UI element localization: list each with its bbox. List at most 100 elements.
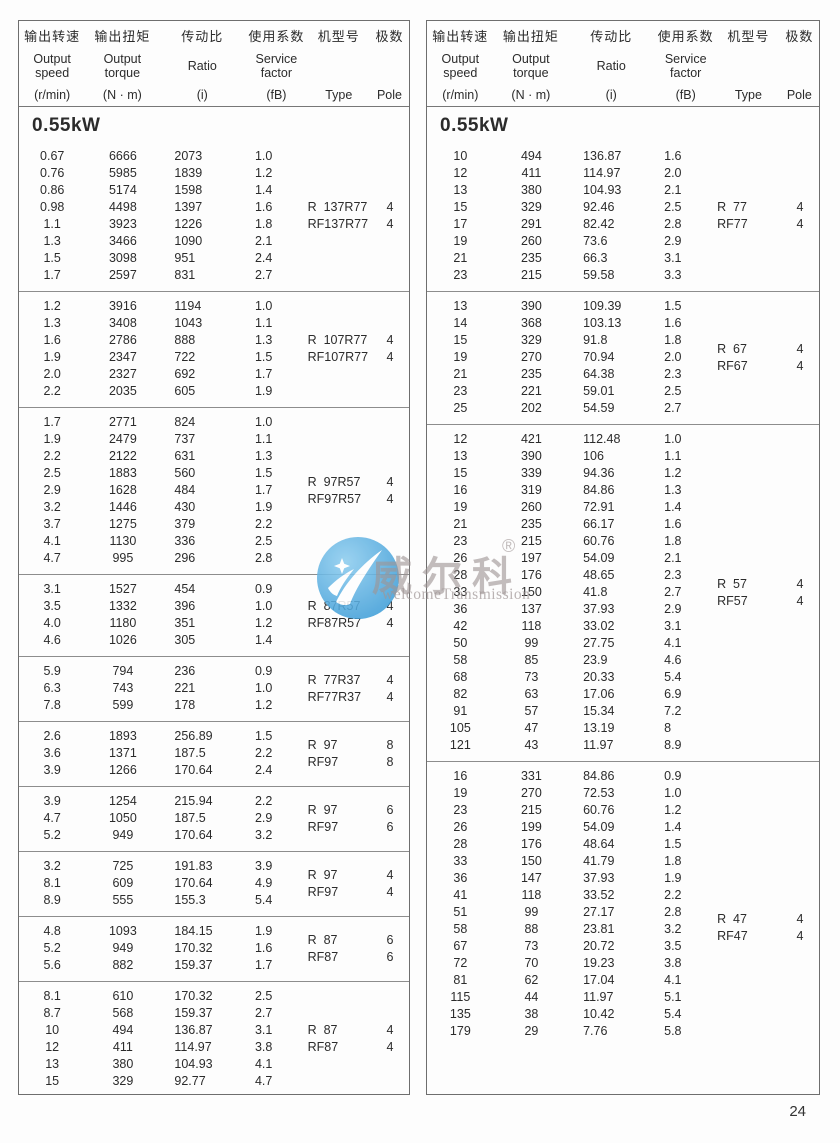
table-row: 4.1 1130 336 2.5 [19, 533, 308, 550]
table-row: 58 85 23.9 4.6 [427, 652, 717, 669]
cell-service-factor: 4.1 [664, 636, 682, 650]
cell-output-torque: 270 [520, 350, 542, 364]
cell-output-torque: 421 [520, 432, 542, 446]
cell-output-torque: 1050 [108, 811, 137, 825]
header-unit: Pole [786, 88, 812, 102]
cell-output-torque: 2327 [108, 367, 137, 381]
type-value: RF77 [717, 217, 748, 231]
cell-output-speed: 115 [450, 990, 471, 1004]
cell-output-torque: 2597 [108, 268, 137, 282]
table-row: 1.9 2347 722 1.5 [19, 349, 308, 366]
cell-service-factor: 1.5 [254, 350, 273, 364]
type-value: R 87R57 [307, 599, 361, 613]
spec-block: 8.1 610 170.32 2.5 8.7 568 159.37 2.7 10 494 136.8… [19, 981, 409, 1097]
type-value: R 77 [717, 200, 747, 214]
cell-service-factor: 1.8 [664, 333, 682, 347]
cell-output-torque: 147 [520, 871, 542, 885]
table-row: 42 118 33.02 3.1 [427, 618, 717, 635]
cell-output-speed: 0.86 [40, 183, 65, 197]
cell-output-speed: 25 [453, 401, 468, 415]
pole-value: 4 [386, 884, 394, 899]
header-label-en: Output torque [512, 52, 550, 80]
cell-output-torque: 380 [112, 1057, 134, 1071]
table-row: 1.1 3923 1226 1.8 [19, 216, 308, 233]
header-cell-3: 使用系数 Service factor (fB) [654, 26, 717, 102]
cell-service-factor: 1.3 [664, 483, 682, 497]
cell-output-torque: 3923 [108, 217, 137, 231]
table-row: 23 215 60.76 1.8 [427, 533, 717, 550]
cell-output-torque: 150 [520, 854, 542, 868]
cell-output-speed: 3.9 [43, 763, 61, 777]
cell-ratio: 27.75 [583, 636, 615, 650]
type-value: RF87 [307, 949, 339, 964]
cell-service-factor: 5.8 [664, 1024, 682, 1038]
header-label-zh: 输出扭矩 [94, 29, 151, 44]
cell-ratio: 824 [174, 415, 196, 429]
type-pole-cell: R 87 4 RF87 4 [308, 1022, 409, 1056]
table-row: 19 270 70.94 2.0 [427, 349, 717, 366]
header-label-zh: 输出转速 [432, 29, 489, 44]
cell-service-factor: 1.2 [664, 466, 682, 480]
cell-output-torque: 260 [520, 234, 542, 248]
header-label-zh: 使用系数 [248, 29, 305, 44]
cell-output-torque: 882 [112, 958, 134, 972]
table-row: 1.7 2771 824 1.0 [19, 414, 308, 431]
cell-service-factor: 1.0 [254, 415, 273, 429]
type-pole-line: R 87 6 [308, 932, 409, 949]
spec-rows: 8.1 610 170.32 2.5 8.7 568 159.37 2.7 10 494 136.8… [19, 988, 308, 1090]
cell-service-factor: 0.9 [664, 769, 682, 783]
cell-output-speed: 36 [453, 602, 468, 616]
cell-ratio: 104.93 [174, 1057, 213, 1071]
table-row: 19 260 73.6 2.9 [427, 233, 717, 250]
pole-value: 4 [796, 200, 804, 214]
cell-output-torque: 949 [112, 941, 134, 955]
cell-service-factor: 1.2 [664, 803, 682, 817]
header-label-zh: 极数 [785, 29, 814, 44]
table-row: 5.9 794 236 0.9 [19, 663, 308, 680]
cell-ratio: 2073 [174, 149, 203, 163]
table-row: 8.9 555 155.3 5.4 [19, 892, 308, 909]
cell-service-factor: 1.9 [254, 384, 273, 398]
table-header: 输出转速 Output speed (r/min) 输出扭矩 Output torque… [19, 21, 409, 107]
cell-output-torque: 390 [520, 299, 542, 313]
spec-table-right: 输出转速 Output speed (r/min) 输出扭矩 Output torque… [426, 20, 820, 1095]
type-pole-line: R 47 4 [717, 911, 819, 928]
spec-blocks: 10 494 136.87 1.6 12 411 114.97 2.0 13 380 104.93 2… [427, 142, 819, 1094]
type-pole-cell: R 77R37 4 RF77R37 4 [308, 672, 409, 706]
cell-output-speed: 5.9 [43, 664, 61, 678]
cell-output-torque: 610 [112, 989, 134, 1003]
type-value: RF87R57 [307, 616, 362, 630]
cell-output-speed: 51 [453, 905, 468, 919]
cell-service-factor: 1.8 [254, 217, 273, 231]
cell-ratio: 1090 [174, 234, 203, 248]
header-unit: (r/min) [34, 88, 71, 102]
cell-ratio: 41.79 [583, 854, 615, 868]
cell-output-speed: 67 [453, 939, 468, 953]
cell-service-factor: 0.9 [254, 664, 273, 678]
cell-service-factor: 2.5 [254, 989, 273, 1003]
table-row: 135 38 10.42 5.4 [427, 1006, 717, 1023]
cell-output-speed: 1.9 [43, 350, 61, 364]
cell-service-factor: 1.6 [664, 316, 682, 330]
type-pole-line: RF107R77 4 [308, 349, 409, 366]
header-unit: Type [325, 88, 353, 102]
type-pole-line: RF87 4 [308, 1039, 409, 1056]
header-label-en: Service factor [255, 52, 298, 80]
cell-ratio: 48.65 [583, 568, 615, 582]
table-row: 0.98 4498 1397 1.6 [19, 199, 308, 216]
cell-ratio: 737 [174, 432, 196, 446]
cell-ratio: 23.81 [583, 922, 615, 936]
cell-output-speed: 50 [453, 636, 468, 650]
cell-output-speed: 16 [453, 769, 468, 783]
table-row: 2.2 2035 605 1.9 [19, 383, 308, 400]
header-unit: (i) [605, 88, 617, 102]
cell-service-factor: 3.3 [664, 268, 682, 282]
cell-output-torque: 1093 [108, 924, 137, 938]
spec-block: 12 421 112.48 1.0 13 390 106 1.1 15 339 94.36 1.2 16… [427, 424, 819, 761]
cell-output-speed: 4.0 [43, 616, 61, 630]
cell-output-speed: 1.9 [43, 432, 61, 446]
spec-block: 5.9 794 236 0.9 6.3 743 221 1.0 7.8 599 178 1.2 R 77… [19, 656, 409, 721]
cell-ratio: 48.64 [583, 837, 615, 851]
type-value: R 97 [307, 737, 338, 752]
cell-output-torque: 1628 [108, 483, 137, 497]
